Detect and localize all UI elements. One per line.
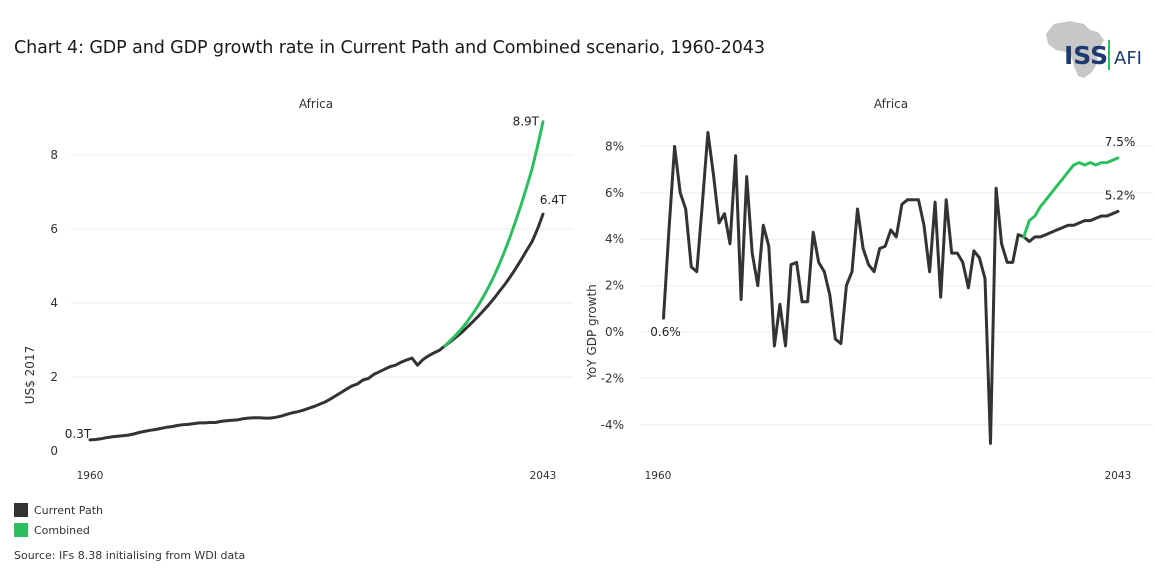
legend: Current Path Combined bbox=[14, 500, 103, 540]
y-tick-label: 8 bbox=[50, 148, 58, 162]
growth-x-tick-start: 1960 bbox=[645, 470, 672, 482]
data-label: 7.5% bbox=[1105, 135, 1136, 149]
data-label: 8.9T bbox=[513, 115, 540, 129]
legend-label-current-path: Current Path bbox=[34, 503, 103, 517]
data-label: 0.3T bbox=[65, 427, 92, 441]
gdp-y-axis-label: US$ 2017 bbox=[23, 346, 37, 404]
source-note: Source: IFs 8.38 initialising from WDI d… bbox=[14, 549, 246, 562]
y-tick-label: 4 bbox=[50, 296, 58, 310]
gdp-chart-title: Africa bbox=[299, 97, 333, 111]
data-label: 5.2% bbox=[1105, 188, 1136, 202]
legend-item-combined[interactable]: Combined bbox=[14, 520, 103, 540]
y-tick-label: 6% bbox=[605, 186, 624, 200]
growth-chart-title: Africa bbox=[874, 97, 908, 111]
growth-y-axis-label: YoY GDP growth bbox=[585, 284, 599, 381]
series-line-current-path bbox=[88, 212, 545, 442]
gdp-x-tick-end: 2043 bbox=[530, 470, 557, 482]
y-tick-label: 0 bbox=[50, 444, 58, 458]
page-title: Chart 4: GDP and GDP growth rate in Curr… bbox=[14, 38, 765, 58]
legend-label-combined: Combined bbox=[34, 523, 90, 537]
legend-swatch-current-path bbox=[14, 503, 28, 517]
data-label: 0.6% bbox=[650, 325, 681, 339]
y-tick-label: 2 bbox=[50, 370, 58, 384]
y-tick-label: 4% bbox=[605, 232, 624, 246]
gdp-growth-chart: Africa YoY GDP growth -4% -2% 0% 2% 4% 6% 8% 1… bbox=[580, 90, 1154, 490]
series-line-combined bbox=[1022, 156, 1120, 239]
series-line-current-path bbox=[662, 131, 1120, 445]
legend-swatch-combined bbox=[14, 523, 28, 537]
logo-iss-text: ISS bbox=[1064, 41, 1108, 70]
gdp-x-tick-start: 1960 bbox=[77, 470, 104, 482]
y-tick-label: -4% bbox=[601, 418, 624, 432]
iss-afi-logo: ISS AFI bbox=[1040, 18, 1150, 82]
series-line-combined bbox=[443, 120, 545, 348]
logo-divider bbox=[1108, 40, 1110, 70]
logo-afi-text: AFI bbox=[1114, 48, 1142, 69]
y-tick-label: 0% bbox=[605, 325, 624, 339]
africa-map-icon bbox=[1046, 21, 1104, 78]
y-tick-label: 2% bbox=[605, 279, 624, 293]
gdp-chart: Africa US$ 2017 0 2 4 6 8 1960 2043 0.3T 6.4T… bbox=[0, 90, 580, 490]
y-tick-label: 6 bbox=[50, 222, 58, 236]
y-tick-label: -2% bbox=[601, 371, 624, 385]
gdp-chart-svg: Africa US$ 2017 0 2 4 6 8 1960 2043 0.3T 6.4T… bbox=[23, 97, 573, 482]
legend-item-current-path[interactable]: Current Path bbox=[14, 500, 103, 520]
growth-x-tick-end: 2043 bbox=[1105, 470, 1132, 482]
data-label: 6.4T bbox=[540, 193, 567, 207]
y-tick-label: 8% bbox=[605, 139, 624, 153]
gdp-growth-chart-svg: Africa YoY GDP growth -4% -2% 0% 2% 4% 6% 8% 1… bbox=[585, 97, 1153, 482]
